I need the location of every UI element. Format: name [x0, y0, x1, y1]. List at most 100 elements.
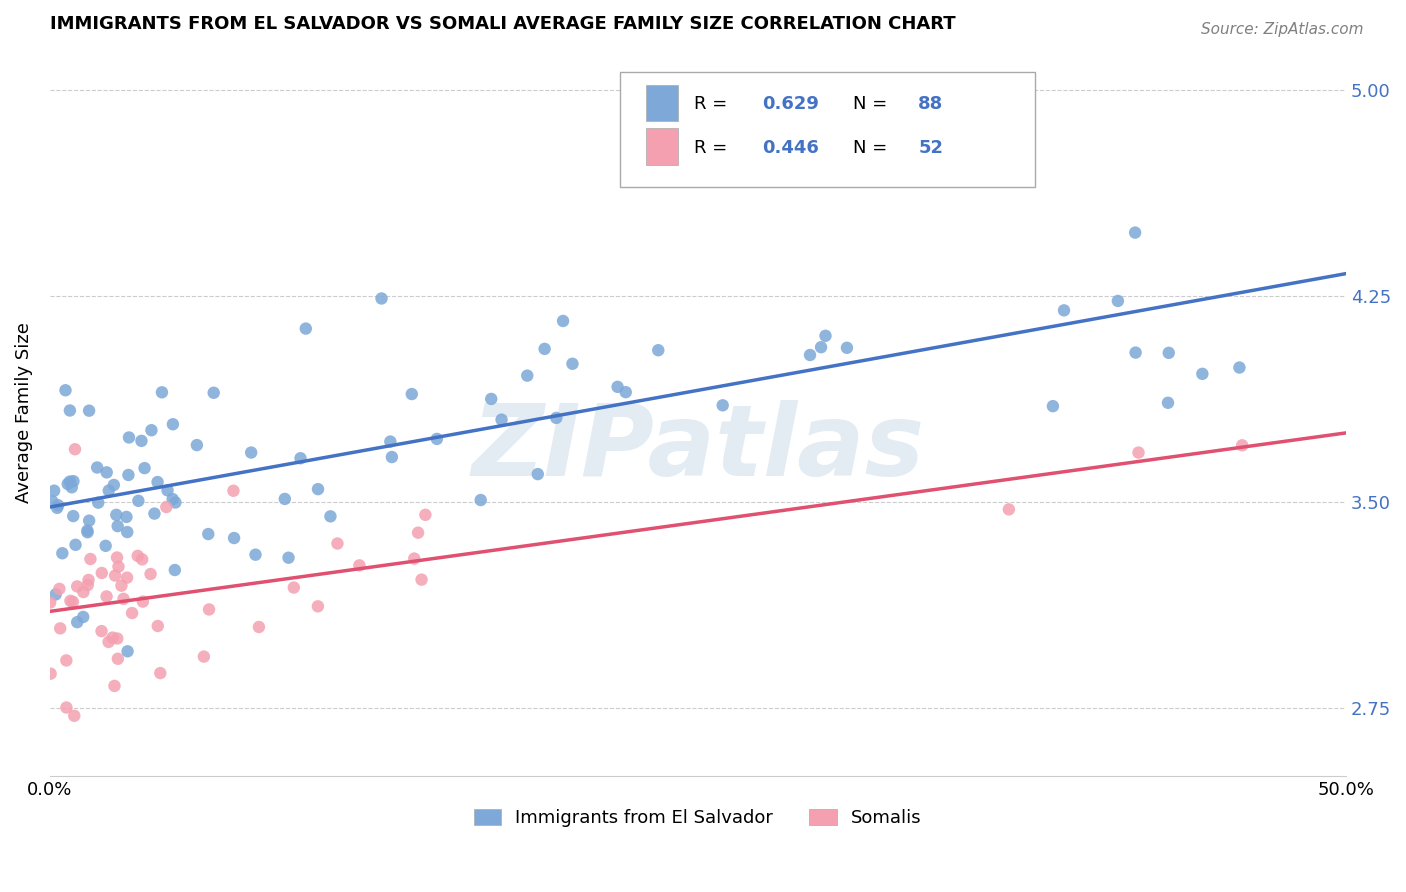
Point [117, 467, 139, 482]
Point [319, 509, 342, 524]
Point [998, 502, 1021, 516]
Point [45, 587, 67, 601]
Point [294, 321, 316, 335]
Point [1128, 445, 1150, 459]
Point [56, 477, 79, 491]
Y-axis label: Average Family Size: Average Family Size [15, 322, 32, 503]
Point [526, 467, 548, 481]
Point [193, 649, 215, 664]
Point [115, 510, 138, 524]
Point [240, 445, 263, 459]
Point [62, 595, 84, 609]
Point [55, 384, 77, 398]
Point [105, 550, 128, 565]
Point [76, 524, 98, 538]
Point [115, 571, 138, 585]
Point [59, 403, 82, 417]
Text: IMMIGRANTS FROM EL SALVADOR VS SOMALI AVERAGE FAMILY SIZE CORRELATION CHART: IMMIGRANTS FROM EL SALVADOR VS SOMALI AV… [49, 15, 955, 33]
Point [96, 590, 118, 604]
Point [202, 385, 225, 400]
Point [118, 430, 141, 444]
Point [810, 340, 832, 354]
Text: N =: N = [853, 139, 887, 157]
Point [59, 594, 82, 608]
Point [49, 621, 72, 635]
Point [551, 314, 574, 328]
Point [65, 538, 87, 552]
Point [1157, 396, 1180, 410]
Point [165, 495, 187, 509]
Point [76, 578, 98, 592]
Point [101, 631, 124, 645]
Point [66, 579, 89, 593]
Point [426, 432, 449, 446]
Point [86, 460, 108, 475]
Point [197, 527, 219, 541]
Point [711, 398, 734, 412]
Legend: Immigrants from El Salvador, Somalis: Immigrants from El Salvador, Somalis [465, 800, 931, 837]
Point [72, 610, 94, 624]
Point [110, 579, 132, 593]
Text: R =: R = [695, 95, 733, 113]
Point [79, 552, 101, 566]
Point [401, 387, 423, 401]
Bar [645, 128, 678, 165]
Point [606, 380, 628, 394]
Point [112, 591, 135, 606]
Point [46, 500, 69, 515]
Point [105, 508, 128, 522]
Point [406, 525, 429, 540]
Point [60, 480, 83, 494]
Point [370, 292, 392, 306]
Point [66, 615, 89, 630]
Point [127, 549, 149, 563]
Point [1123, 226, 1146, 240]
Point [134, 461, 156, 475]
Point [307, 482, 329, 496]
Point [516, 368, 538, 383]
Point [245, 548, 267, 562]
Point [59, 475, 82, 489]
Point [411, 573, 433, 587]
Point [97, 635, 120, 649]
Point [283, 581, 305, 595]
Point [814, 328, 837, 343]
Text: R =: R = [695, 139, 733, 157]
Point [127, 493, 149, 508]
Point [155, 500, 177, 514]
Point [1125, 345, 1147, 359]
Text: N =: N = [853, 95, 887, 113]
Point [491, 412, 513, 426]
Point [117, 644, 139, 658]
Point [48, 582, 70, 596]
Point [55, 700, 77, 714]
Point [349, 558, 371, 573]
Point [290, 451, 312, 466]
Point [131, 434, 153, 448]
Point [90, 566, 112, 580]
Point [105, 632, 128, 646]
Point [561, 357, 583, 371]
Point [1042, 399, 1064, 413]
Point [107, 559, 129, 574]
Point [1191, 367, 1213, 381]
Point [104, 568, 127, 582]
Point [274, 491, 297, 506]
Text: 0.446: 0.446 [762, 139, 820, 157]
Point [1053, 303, 1076, 318]
Text: Source: ZipAtlas.com: Source: ZipAtlas.com [1201, 22, 1364, 37]
Point [380, 434, 402, 449]
Point [46, 498, 69, 512]
Point [103, 679, 125, 693]
Point [55, 653, 77, 667]
Point [62, 509, 84, 524]
Point [647, 343, 669, 358]
Point [835, 341, 858, 355]
Point [121, 606, 143, 620]
Point [103, 478, 125, 492]
Point [131, 552, 153, 566]
Point [97, 483, 120, 498]
Point [41, 494, 63, 508]
Point [149, 666, 172, 681]
Point [479, 392, 502, 406]
